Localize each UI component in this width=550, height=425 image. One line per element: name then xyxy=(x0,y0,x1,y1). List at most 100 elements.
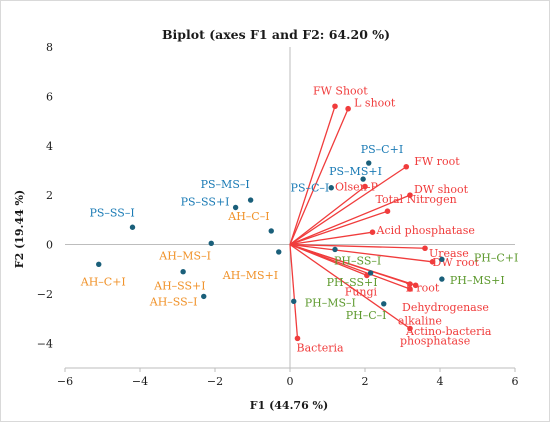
x-tick-label: −4 xyxy=(132,375,148,388)
variable-vector xyxy=(289,243,426,249)
variable-endpoint xyxy=(362,183,368,190)
y-tick-label: 8 xyxy=(46,41,53,54)
variable-vector xyxy=(289,243,433,263)
variable-vector xyxy=(289,244,411,330)
variable-label: L root xyxy=(406,281,440,294)
observation-label: PH–MS+I xyxy=(450,274,505,287)
observation-label: PS–MS+I xyxy=(329,165,382,178)
variable-label: Olsen-P xyxy=(335,181,378,194)
observation-label: AH–SS+I xyxy=(153,280,205,293)
observation-point xyxy=(201,293,207,300)
observation-label: PH–MS–I xyxy=(305,296,356,309)
x-tick-label: 0 xyxy=(287,375,294,388)
observation-point xyxy=(180,269,186,275)
variable-label: alkaline xyxy=(398,314,442,327)
variable-label: FW root xyxy=(414,155,460,168)
observation-label: PS–C–I xyxy=(291,182,330,195)
observation-point xyxy=(439,256,445,263)
variable-label: Bacteria xyxy=(297,341,345,354)
variable-vector xyxy=(289,166,407,246)
variable-label: Urease xyxy=(429,247,469,260)
observation-label: AH–C+I xyxy=(80,275,126,288)
variable-vector xyxy=(289,243,411,290)
variable-endpoint xyxy=(369,229,376,235)
variable-endpoint xyxy=(407,281,413,287)
variable-label: Total Nitrogen xyxy=(376,193,457,206)
observation-point xyxy=(96,261,102,267)
chart-title: Biplot (axes F1 and F2: 64.20 %) xyxy=(162,27,390,42)
observation-point xyxy=(332,246,338,253)
variable-endpoint xyxy=(422,245,428,252)
observation-point xyxy=(268,228,274,234)
variable-endpoint xyxy=(407,325,413,332)
variable-endpoint xyxy=(332,103,338,110)
variable-vector xyxy=(289,194,411,246)
observation-label: PH–C+I xyxy=(474,251,518,264)
observation-point xyxy=(291,298,297,305)
variable-endpoint xyxy=(384,208,391,215)
y-tick-label: −2 xyxy=(37,288,53,301)
observation-point xyxy=(360,176,366,182)
variable-label: DW root xyxy=(433,256,480,269)
observation-point xyxy=(208,240,214,247)
observation-point xyxy=(129,224,136,230)
variable-vector xyxy=(289,210,388,246)
variable-label: Acid phosphatase xyxy=(376,224,475,237)
observation-points xyxy=(96,160,445,307)
variable-vector xyxy=(289,243,411,285)
variable-endpoint xyxy=(403,163,410,170)
variable-vector xyxy=(289,244,299,339)
y-axis-label: F2 (19.44 %) xyxy=(13,190,26,268)
observation-label: AH–MS+I xyxy=(222,269,278,282)
variable-vector xyxy=(289,106,336,245)
observation-point xyxy=(381,301,387,307)
observation-label: PH–SS–I xyxy=(334,254,381,267)
x-tick-label: −6 xyxy=(57,375,73,388)
variable-endpoint xyxy=(407,286,413,292)
variable-vector xyxy=(289,231,373,246)
variable-endpoint xyxy=(429,259,436,265)
observation-label: AH–SS–I xyxy=(149,295,198,308)
observation-point xyxy=(232,204,239,211)
x-axis-label: F1 (44.76 %) xyxy=(250,399,328,412)
variable-vector xyxy=(289,185,366,246)
observation-label: PS–SS+I xyxy=(181,196,230,209)
observation-label: PH–C–I xyxy=(346,309,387,322)
y-tick-label: 2 xyxy=(46,189,53,202)
variable-label: Actino-bacteria xyxy=(405,325,492,338)
observation-label: PS–MS–I xyxy=(201,178,250,191)
x-tick-label: 4 xyxy=(437,375,444,388)
variable-label: FW Shoot xyxy=(313,84,368,97)
observation-point xyxy=(439,276,445,282)
observation-point xyxy=(366,160,372,166)
observation-point xyxy=(276,249,282,255)
variable-label: L shoot xyxy=(354,97,396,110)
observation-point xyxy=(328,185,334,191)
y-tick-label: 0 xyxy=(46,239,53,252)
observation-label: PH–SS+I xyxy=(327,276,378,289)
variable-label: Dehydrogenase xyxy=(402,301,489,314)
x-tick-label: 6 xyxy=(512,375,519,388)
observation-point xyxy=(247,197,254,203)
y-tick-label: 4 xyxy=(46,140,53,153)
variable-label: DW shoot xyxy=(414,183,469,196)
variable-label: phosphatase xyxy=(400,334,470,347)
variable-endpoint xyxy=(412,282,419,289)
variable-endpoint xyxy=(294,335,301,342)
y-tick-label: 6 xyxy=(46,90,53,103)
x-tick-label: 2 xyxy=(362,375,369,388)
observation-label: PS–C+I xyxy=(361,143,403,156)
tick-labels: −6 −4 −2 0 2 4 6 −4 −2 0 2 4 6 8 xyxy=(37,41,519,388)
x-tick-label: −2 xyxy=(207,375,223,388)
variable-endpoint xyxy=(345,105,351,112)
y-tick-label: −4 xyxy=(37,337,53,350)
variable-vector xyxy=(289,108,349,245)
observation-point xyxy=(367,270,374,276)
observation-label: PS–SS–I xyxy=(90,206,135,219)
observation-label: AH–MS–I xyxy=(158,249,211,262)
observation-label: AH–C–I xyxy=(227,210,269,223)
variable-endpoint xyxy=(407,192,413,198)
